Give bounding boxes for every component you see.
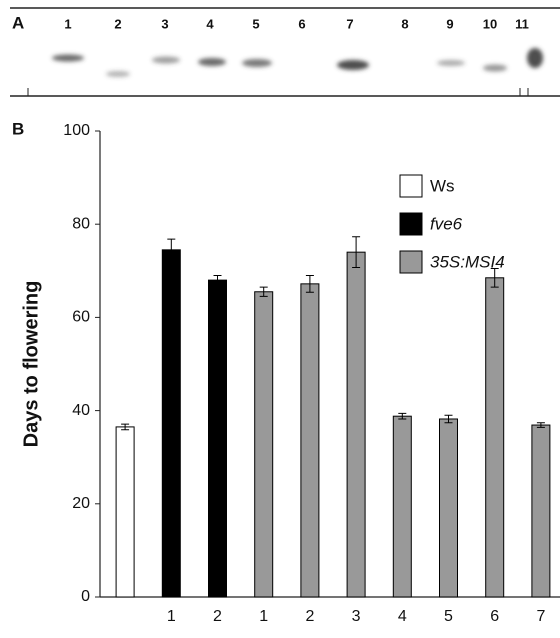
legend-label: fve6 xyxy=(430,214,463,233)
legend-swatch xyxy=(400,175,422,197)
blot-panel: A xyxy=(0,0,560,100)
lane-label: 6 xyxy=(298,16,305,31)
x-tick-label: 5 xyxy=(444,608,453,625)
legend-swatch xyxy=(400,251,422,273)
band xyxy=(242,59,272,67)
y-tick-label: 0 xyxy=(81,588,90,605)
y-tick-label: 60 xyxy=(72,309,90,326)
y-tick-label: 40 xyxy=(72,402,90,419)
legend-swatch xyxy=(400,213,422,235)
x-tick-label: 1 xyxy=(167,608,176,625)
band xyxy=(437,60,465,66)
bar xyxy=(440,419,458,597)
y-axis-label: Days to flowering xyxy=(20,281,42,448)
legend-label: 35S:MSI4 xyxy=(430,252,505,271)
band xyxy=(527,48,543,68)
x-tick-label: 2 xyxy=(213,608,222,625)
lane-label: 1 xyxy=(64,16,71,31)
bar xyxy=(347,252,365,597)
bar xyxy=(393,416,411,597)
lane-label: 11 xyxy=(515,16,529,31)
x-tick-label: 1 xyxy=(259,608,268,625)
bar xyxy=(162,250,180,597)
lane-label: 7 xyxy=(346,16,353,31)
y-tick-label: 20 xyxy=(72,495,90,512)
band xyxy=(337,60,369,70)
lane-label: 4 xyxy=(206,16,214,31)
band xyxy=(52,55,84,62)
blot-bg xyxy=(0,0,560,100)
lane-label: 3 xyxy=(161,16,168,31)
lane-label: 8 xyxy=(401,16,408,31)
band xyxy=(106,71,130,77)
band xyxy=(198,58,226,66)
figure: A 1234567891011 B Days to flowering 0204… xyxy=(0,0,560,633)
bar xyxy=(486,278,504,597)
panel-label: B xyxy=(12,119,24,138)
bar xyxy=(255,292,273,597)
lane-label: 2 xyxy=(114,16,121,31)
lane-label: 5 xyxy=(252,16,259,31)
bar xyxy=(116,427,134,597)
x-tick-label: 6 xyxy=(490,608,499,625)
bar xyxy=(209,280,227,597)
x-tick-label: 7 xyxy=(536,608,545,625)
y-tick-label: 100 xyxy=(63,122,90,139)
band xyxy=(152,57,180,64)
x-tick-label: 3 xyxy=(352,608,361,625)
legend-label: Ws xyxy=(430,176,455,195)
page: A 1234567891011 B Days to flowering 0204… xyxy=(0,0,560,638)
lane-label: 10 xyxy=(483,16,497,31)
plot: 0 20 40 60 80 100 1 2 1 2 3 4 5 6 7 Ws fve6 35S:MSI4 xyxy=(63,122,560,625)
bar xyxy=(532,425,550,597)
panel-label: A xyxy=(12,13,24,32)
band xyxy=(483,65,507,72)
y-tick-label: 80 xyxy=(72,215,90,232)
x-tick-label: 4 xyxy=(398,608,407,625)
lane-label: 9 xyxy=(446,16,453,31)
x-tick-label: 2 xyxy=(305,608,314,625)
bar xyxy=(301,284,319,597)
